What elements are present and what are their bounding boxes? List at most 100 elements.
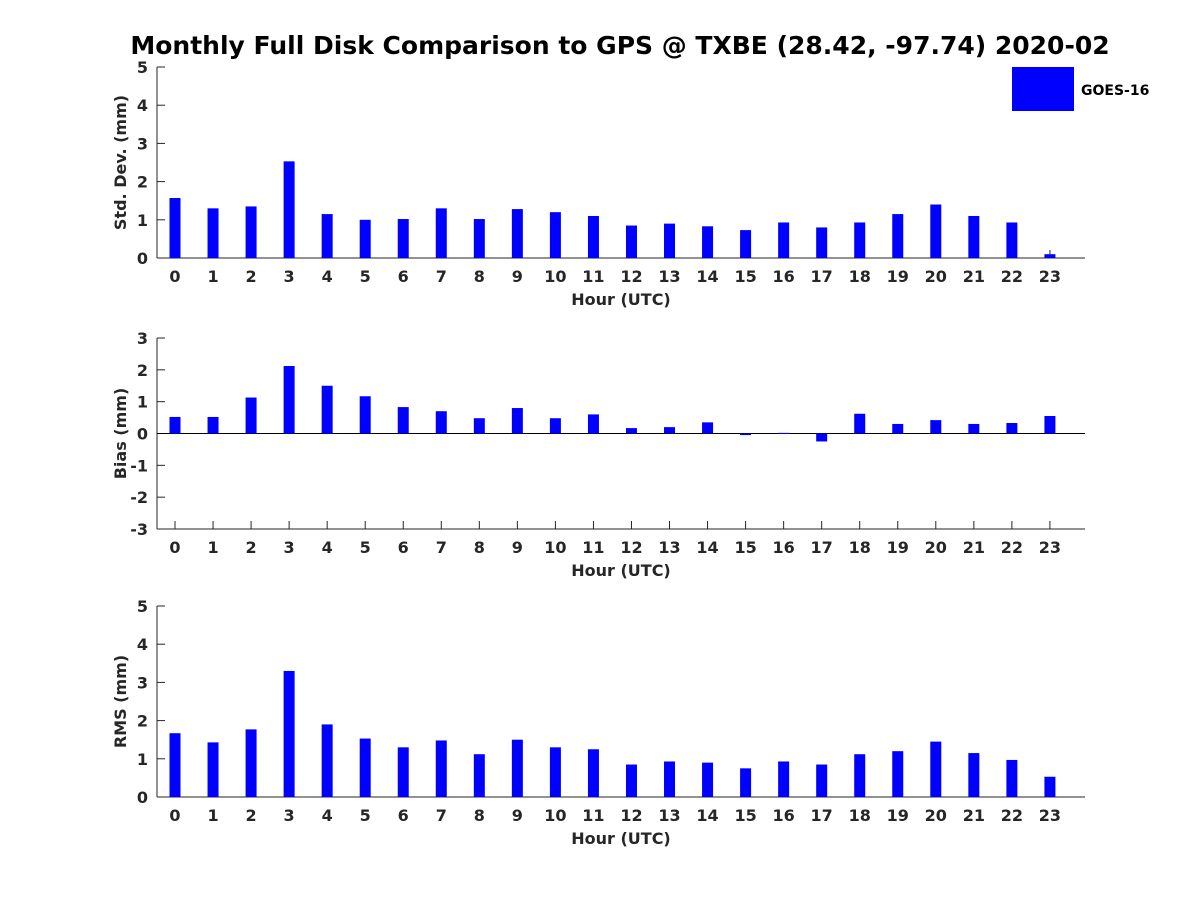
bar-hour-8 [473,418,485,434]
bar-hour-14 [702,422,714,434]
legend: GOES-16 [1012,67,1149,111]
y-tick-label: 0 [137,249,148,268]
bar-hour-8 [473,754,485,797]
bar-hour-11 [587,749,599,797]
x-tick-label: 5 [360,538,371,557]
y-tick-label: 3 [137,134,148,153]
x-tick-label: 6 [398,806,409,825]
y-tick-label: -3 [130,520,148,539]
bar-hour-15 [740,230,752,258]
y-tick-label: 0 [137,788,148,807]
bar-hour-9 [511,739,523,797]
x-tick-label: 16 [773,267,795,286]
bar-hour-20 [930,204,942,258]
y-tick-label: 4 [137,635,148,654]
bar-hour-15 [740,768,752,797]
x-tick-label: 10 [544,267,566,286]
x-tick-label: 22 [1001,538,1023,557]
x-tick-label: 11 [582,806,604,825]
x-axis-label: Hour (UTC) [571,829,671,848]
x-tick-label: 16 [773,806,795,825]
bar-hour-14 [702,226,714,258]
x-tick-label: 13 [658,806,680,825]
x-tick-label: 8 [474,267,485,286]
bar-hour-1 [207,742,219,797]
bar-hour-10 [549,747,561,797]
x-tick-label: 21 [963,806,985,825]
bar-hour-21 [968,753,980,797]
x-tick-label: 2 [246,538,257,557]
bar-hour-22 [1006,222,1018,258]
bar-hour-5 [359,396,371,434]
x-tick-label: 14 [696,538,718,557]
bar-hour-20 [930,741,942,797]
bar-hour-13 [664,223,676,258]
bar-hour-19 [892,214,904,258]
x-tick-label: 19 [887,806,909,825]
x-tick-label: 5 [360,806,371,825]
bar-hour-17 [816,227,828,258]
bar-hour-4 [321,724,333,797]
bar-hour-5 [359,219,371,258]
y-tick-label: 2 [137,712,148,731]
x-tick-label: 21 [963,267,985,286]
y-tick-label: 4 [137,96,148,115]
y-tick-label: 5 [137,58,148,77]
bar-hour-19 [892,751,904,797]
y-tick-label: 1 [137,750,148,769]
bar-hour-4 [321,214,333,258]
bar-hour-18 [854,413,866,434]
x-tick-label: 11 [582,538,604,557]
x-tick-label: 3 [284,806,295,825]
x-tick-label: 18 [849,806,871,825]
bar-hour-14 [702,762,714,797]
x-tick-label: 7 [436,538,447,557]
x-tick-label: 16 [773,538,795,557]
bar-hour-18 [854,222,866,258]
x-tick-label: 10 [544,538,566,557]
bar-hour-20 [930,420,942,434]
bar-hour-1 [207,208,219,258]
bar-hour-0 [169,198,181,258]
x-tick-label: 4 [322,267,333,286]
x-tick-label: 18 [849,267,871,286]
bar-hour-16 [778,761,790,797]
x-tick-label: 22 [1001,267,1023,286]
bar-hour-21 [968,423,980,434]
bar-hour-10 [549,418,561,434]
bar-hour-2 [245,206,257,258]
bar-hour-5 [359,738,371,797]
x-tick-label: 15 [734,538,756,557]
x-tick-label: 3 [284,267,295,286]
bar-hour-17 [816,433,828,442]
bar-hour-7 [435,208,447,258]
bar-hour-0 [169,416,181,434]
x-tick-label: 22 [1001,806,1023,825]
y-tick-label: 1 [137,393,148,412]
x-tick-label: 8 [474,538,485,557]
x-tick-label: 0 [169,538,180,557]
y-tick-label: 5 [137,597,148,616]
y-tick-label: 0 [137,425,148,444]
x-tick-label: 14 [696,267,718,286]
x-axis-label: Hour (UTC) [571,290,671,309]
y-axis-label: Std. Dev. (mm) [111,95,130,230]
x-tick-label: 13 [658,267,680,286]
x-tick-label: 19 [887,267,909,286]
bar-hour-23 [1044,415,1056,434]
bar-hour-10 [549,212,561,258]
x-axis-label: Hour (UTC) [571,561,671,580]
x-tick-label: 8 [474,806,485,825]
x-tick-label: 0 [169,806,180,825]
x-tick-label: 11 [582,267,604,286]
bar-hour-2 [245,397,257,434]
x-tick-label: 4 [322,538,333,557]
x-tick-label: 17 [811,806,833,825]
x-tick-label: 20 [925,806,947,825]
x-tick-label: 15 [734,267,756,286]
x-tick-label: 1 [207,538,218,557]
bar-hour-23 [1044,776,1056,797]
